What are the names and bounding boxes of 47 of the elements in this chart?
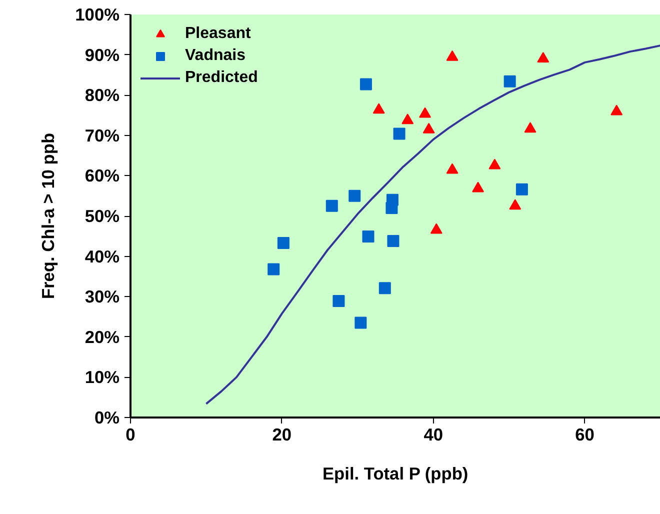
point — [277, 237, 290, 249]
point — [488, 158, 501, 170]
y-tick-label: 90% — [84, 44, 120, 65]
point — [402, 114, 414, 124]
point — [610, 104, 623, 116]
point — [472, 182, 484, 192]
y-tick-label: 80% — [84, 85, 120, 106]
legend-label: Predicted — [185, 69, 258, 87]
x-tick-label: 0 — [126, 424, 136, 444]
point — [446, 50, 458, 61]
y-tick-label: 0% — [94, 408, 120, 428]
point — [362, 230, 374, 243]
y-tick-label: 30% — [84, 286, 120, 307]
point — [516, 183, 528, 196]
point — [387, 234, 400, 247]
point — [446, 163, 458, 174]
point — [372, 103, 385, 114]
y-tick-label: 70% — [84, 125, 120, 146]
y-tick-label: 20% — [84, 326, 120, 347]
x-tick-label: 60 — [575, 424, 594, 444]
point — [268, 263, 280, 276]
point — [354, 316, 367, 329]
point — [348, 190, 361, 202]
y-tick-label: 100% — [75, 4, 120, 24]
point — [393, 128, 406, 140]
point — [332, 295, 345, 308]
legend-label: Pleasant — [185, 25, 251, 43]
x-tick-label: 40 — [424, 424, 443, 444]
point — [509, 199, 522, 210]
y-tick-label: 10% — [84, 367, 120, 388]
point — [537, 52, 550, 63]
point — [326, 200, 338, 212]
point — [360, 78, 372, 90]
point — [430, 223, 442, 234]
point — [524, 122, 536, 133]
point — [504, 75, 516, 88]
y-tick-label: 50% — [84, 206, 120, 226]
point — [419, 107, 432, 118]
y-tick-label: 40% — [84, 246, 120, 266]
legend-label: Vadnais — [185, 47, 246, 65]
point — [378, 282, 391, 294]
point — [422, 122, 435, 134]
y-axis-title: Freq. Chl-a > 10 ppb — [38, 132, 58, 300]
point — [386, 202, 398, 214]
y-tick-label: 60% — [84, 166, 120, 186]
x-tick-label: 20 — [272, 424, 292, 444]
x-axis-title: Epil. Total P (ppb) — [322, 464, 468, 484]
